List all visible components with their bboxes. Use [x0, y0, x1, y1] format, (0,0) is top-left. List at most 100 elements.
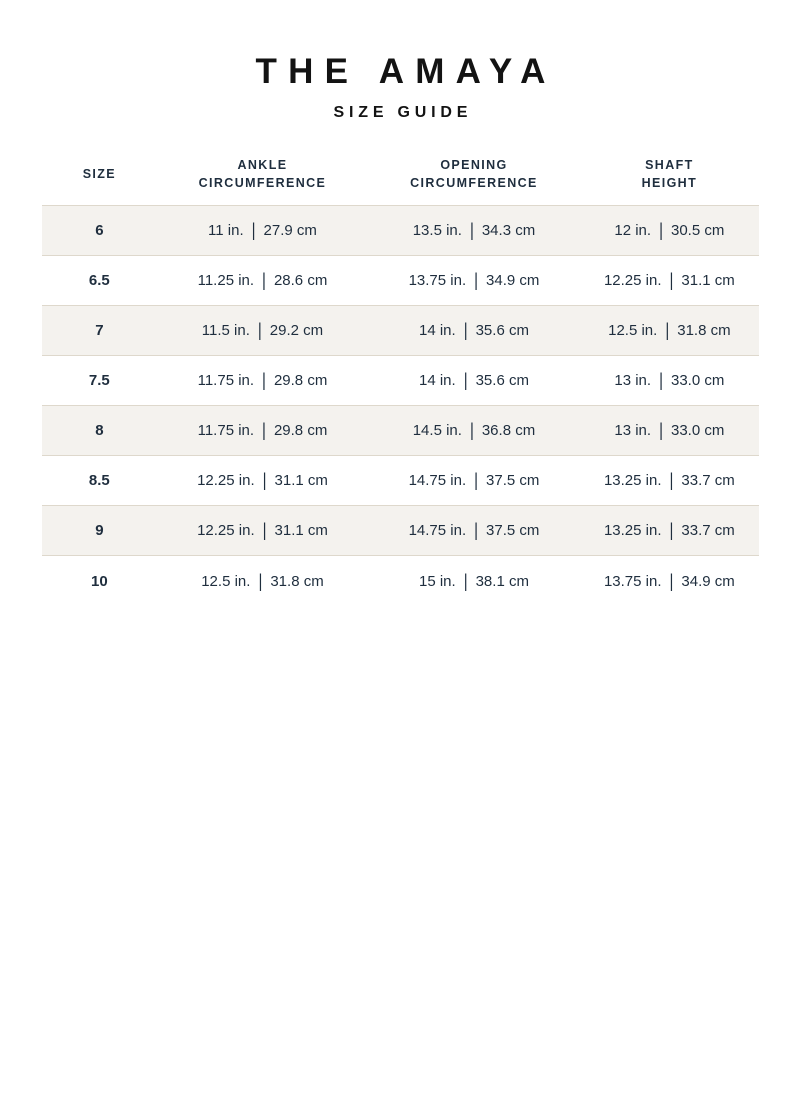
- unit-separator: |: [474, 520, 479, 542]
- centimeters-value: 33.0 cm: [670, 372, 725, 390]
- column-header-line: SIZE: [82, 167, 116, 182]
- unit-separator: |: [262, 520, 267, 542]
- page-subtitle: SIZE GUIDE: [333, 104, 473, 121]
- measurement-cell: 12 in. | 30.5 cm: [579, 205, 759, 257]
- inches-value: 12.25 in.: [197, 522, 255, 540]
- table-row: 6 11 in. | 27.9 cm 13.5 in. | 34.3 cm 12 in. | 30…: [42, 205, 759, 257]
- inches-value: 12.5 in.: [608, 322, 658, 340]
- measurement-cell: 14 in. | 35.6 cm: [368, 355, 580, 407]
- column-header-line: CIRCUMFERENCE: [410, 176, 538, 191]
- unit-separator: |: [669, 570, 674, 592]
- inches-value: 13.25 in.: [603, 522, 662, 540]
- inches-value: 14.5 in.: [412, 422, 462, 440]
- table-header-row: SIZE ANKLE CIRCUMFERENCE OPENING CIRCUMFEREN…: [42, 150, 759, 207]
- measurement-cell: 14 in. | 35.6 cm: [368, 305, 580, 357]
- measurement-cell: 13.75 in. | 34.9 cm: [580, 556, 759, 606]
- centimeters-value: 33.0 cm: [670, 422, 725, 440]
- inches-value: 14.75 in.: [408, 472, 467, 490]
- inches-value: 13.75 in.: [603, 572, 662, 590]
- unit-separator: |: [463, 320, 468, 342]
- measurement-cell: 13.75 in. | 34.9 cm: [368, 255, 580, 307]
- unit-separator: |: [251, 220, 256, 242]
- centimeters-value: 35.6 cm: [475, 322, 529, 340]
- unit-separator: |: [463, 570, 468, 592]
- centimeters-value: 29.8 cm: [273, 422, 328, 440]
- column-header-line: SHAFT: [645, 158, 694, 172]
- unit-separator: |: [669, 270, 674, 292]
- size-value: 6.5: [42, 255, 157, 307]
- size-guide-page: THE AMAYA SIZE GUIDE SIZE ANKLE CIRCUMFERE…: [0, 52, 801, 1120]
- inches-value: 11 in.: [208, 222, 244, 240]
- table-row: 7.5 11.75 in. | 29.8 cm 14 in. | 35.6 cm 13 in.…: [42, 355, 759, 407]
- inches-value: 14 in.: [418, 322, 456, 340]
- measurement-cell: 12.25 in. | 31.1 cm: [156, 455, 369, 507]
- column-header-size: SIZE: [42, 150, 157, 207]
- inches-value: 13 in.: [614, 422, 652, 440]
- measurement-cell: 14.5 in. | 36.8 cm: [368, 405, 580, 457]
- unit-separator: |: [262, 470, 267, 492]
- inches-value: 11.75 in.: [197, 372, 255, 390]
- centimeters-value: 28.6 cm: [273, 272, 328, 290]
- inches-value: 13.25 in.: [603, 472, 662, 490]
- inches-value: 11.5 in.: [201, 322, 250, 340]
- page-title: THE AMAYA: [255, 52, 557, 91]
- size-value: 7: [42, 305, 157, 357]
- inches-value: 14.75 in.: [408, 522, 467, 540]
- size-value: 7.5: [42, 355, 157, 407]
- unit-separator: |: [262, 270, 266, 292]
- inches-value: 14 in.: [418, 372, 456, 390]
- measurement-cell: 11.75 in. | 29.8 cm: [156, 355, 369, 407]
- centimeters-value: 37.5 cm: [486, 472, 540, 490]
- unit-separator: |: [463, 370, 468, 392]
- centimeters-value: 31.1 cm: [274, 472, 328, 490]
- measurement-cell: 12.25 in. | 31.1 cm: [156, 505, 369, 557]
- centimeters-value: 35.6 cm: [475, 372, 529, 390]
- measurement-cell: 14.75 in. | 37.5 cm: [368, 455, 580, 507]
- centimeters-value: 29.2 cm: [269, 322, 324, 340]
- measurement-cell: 12.5 in. | 31.8 cm: [157, 556, 369, 606]
- unit-separator: |: [669, 520, 674, 542]
- inches-value: 12.25 in.: [603, 272, 662, 290]
- unit-separator: |: [469, 220, 474, 242]
- measurement-cell: 11 in. | 27.9 cm: [156, 205, 369, 257]
- measurement-cell: 11.25 in. | 28.6 cm: [156, 255, 369, 307]
- unit-separator: |: [659, 420, 663, 442]
- centimeters-value: 27.9 cm: [263, 222, 317, 240]
- centimeters-value: 30.5 cm: [670, 222, 725, 240]
- size-value: 8.5: [42, 455, 157, 507]
- size-guide-table: SIZE ANKLE CIRCUMFERENCE OPENING CIRCUMFEREN…: [42, 150, 759, 606]
- table-row: 7 11.5 in. | 29.2 cm 14 in. | 35.6 cm 12.5 in. |…: [42, 305, 759, 357]
- centimeters-value: 31.8 cm: [677, 322, 731, 340]
- unit-separator: |: [262, 370, 266, 392]
- column-header-ankle-circumference: ANKLE CIRCUMFERENCE: [156, 150, 369, 207]
- table-row: 8.5 12.25 in. | 31.1 cm 14.75 in. | 37.5 cm 13.…: [42, 455, 759, 507]
- centimeters-value: 31.8 cm: [270, 572, 324, 590]
- unit-separator: |: [665, 320, 670, 342]
- centimeters-value: 33.7 cm: [681, 522, 735, 540]
- table-body: 6 11 in. | 27.9 cm 13.5 in. | 34.3 cm 12 in. | 30…: [42, 205, 759, 606]
- centimeters-value: 34.9 cm: [486, 272, 540, 290]
- column-header-line: ANKLE: [237, 158, 288, 172]
- measurement-cell: 13.5 in. | 34.3 cm: [368, 205, 580, 257]
- centimeters-value: 31.1 cm: [681, 272, 735, 290]
- table-row: 8 11.75 in. | 29.8 cm 14.5 in. | 36.8 cm 13 in.…: [42, 405, 759, 457]
- inches-value: 13.5 in.: [412, 222, 462, 240]
- centimeters-value: 31.1 cm: [274, 522, 328, 540]
- column-header-line: CIRCUMFERENCE: [198, 176, 327, 191]
- measurement-cell: 12.25 in. | 31.1 cm: [579, 255, 759, 307]
- unit-separator: |: [474, 270, 479, 292]
- inches-value: 15 in.: [418, 572, 456, 590]
- unit-separator: |: [469, 420, 474, 442]
- unit-separator: |: [258, 570, 263, 592]
- centimeters-value: 36.8 cm: [481, 422, 536, 440]
- table-row: 6.5 11.25 in. | 28.6 cm 13.75 in. | 34.9 cm 12.…: [42, 255, 759, 307]
- centimeters-value: 29.8 cm: [273, 372, 328, 390]
- measurement-cell: 12.5 in. | 31.8 cm: [579, 305, 759, 357]
- measurement-cell: 14.75 in. | 37.5 cm: [368, 505, 580, 557]
- inches-value: 12.5 in.: [201, 572, 251, 590]
- size-value: 8: [42, 405, 157, 457]
- inches-value: 11.25 in.: [197, 272, 255, 290]
- centimeters-value: 34.3 cm: [481, 222, 536, 240]
- table-row: 10 12.5 in. | 31.8 cm 15 in. | 38.1 cm 13.75 in…: [42, 556, 759, 606]
- size-value: 6: [42, 205, 157, 257]
